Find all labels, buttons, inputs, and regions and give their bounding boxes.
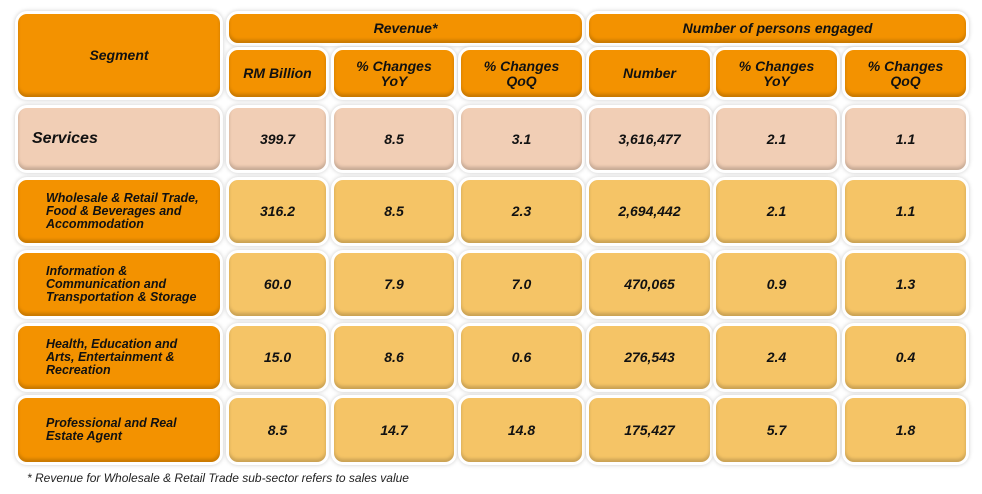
persons-engaged-header: Number of persons engaged <box>589 14 966 43</box>
data-cell: 14.7 <box>334 398 454 462</box>
segment-label: Wholesale & Retail Trade, Food & Beverag… <box>18 180 220 243</box>
column-header: % Changes QoQ <box>845 50 966 97</box>
data-cell: 7.0 <box>461 253 582 316</box>
data-cell: 175,427 <box>589 398 710 462</box>
data-cell: 2,694,442 <box>589 180 710 243</box>
data-cell: 7.9 <box>334 253 454 316</box>
data-cell: 1.1 <box>845 180 966 243</box>
data-cell: 8.5 <box>229 398 326 462</box>
data-cell: 15.0 <box>229 326 326 389</box>
data-cell: 1.1 <box>845 108 966 170</box>
data-cell: 2.3 <box>461 180 582 243</box>
data-cell: 276,543 <box>589 326 710 389</box>
data-cell: 1.8 <box>845 398 966 462</box>
segment-services: Services <box>18 108 220 170</box>
footnote: * Revenue for Wholesale & Retail Trade s… <box>27 471 409 485</box>
data-cell: 399.7 <box>229 108 326 170</box>
data-cell: 8.5 <box>334 180 454 243</box>
data-cell: 0.4 <box>845 326 966 389</box>
segment-header: Segment <box>18 14 220 97</box>
data-cell: 2.1 <box>716 180 837 243</box>
segment-label: Health, Education and Arts, Entertainmen… <box>18 326 220 389</box>
data-cell: 3,616,477 <box>589 108 710 170</box>
data-cell: 1.3 <box>845 253 966 316</box>
data-cell: 8.6 <box>334 326 454 389</box>
data-cell: 14.8 <box>461 398 582 462</box>
column-header: RM Billion <box>229 50 326 97</box>
column-header: % Changes QoQ <box>461 50 582 97</box>
data-cell: 3.1 <box>461 108 582 170</box>
segment-label: Professional and Real Estate Agent <box>18 398 220 462</box>
data-cell: 470,065 <box>589 253 710 316</box>
segment-label: Information & Communication and Transpor… <box>18 253 220 316</box>
column-header: Number <box>589 50 710 97</box>
data-cell: 5.7 <box>716 398 837 462</box>
column-header: % Changes YoY <box>716 50 837 97</box>
data-cell: 2.1 <box>716 108 837 170</box>
data-cell: 316.2 <box>229 180 326 243</box>
data-cell: 2.4 <box>716 326 837 389</box>
data-cell: 8.5 <box>334 108 454 170</box>
data-cell: 0.6 <box>461 326 582 389</box>
revenue-header: Revenue* <box>229 14 582 43</box>
data-cell: 60.0 <box>229 253 326 316</box>
column-header: % Changes YoY <box>334 50 454 97</box>
data-cell: 0.9 <box>716 253 837 316</box>
